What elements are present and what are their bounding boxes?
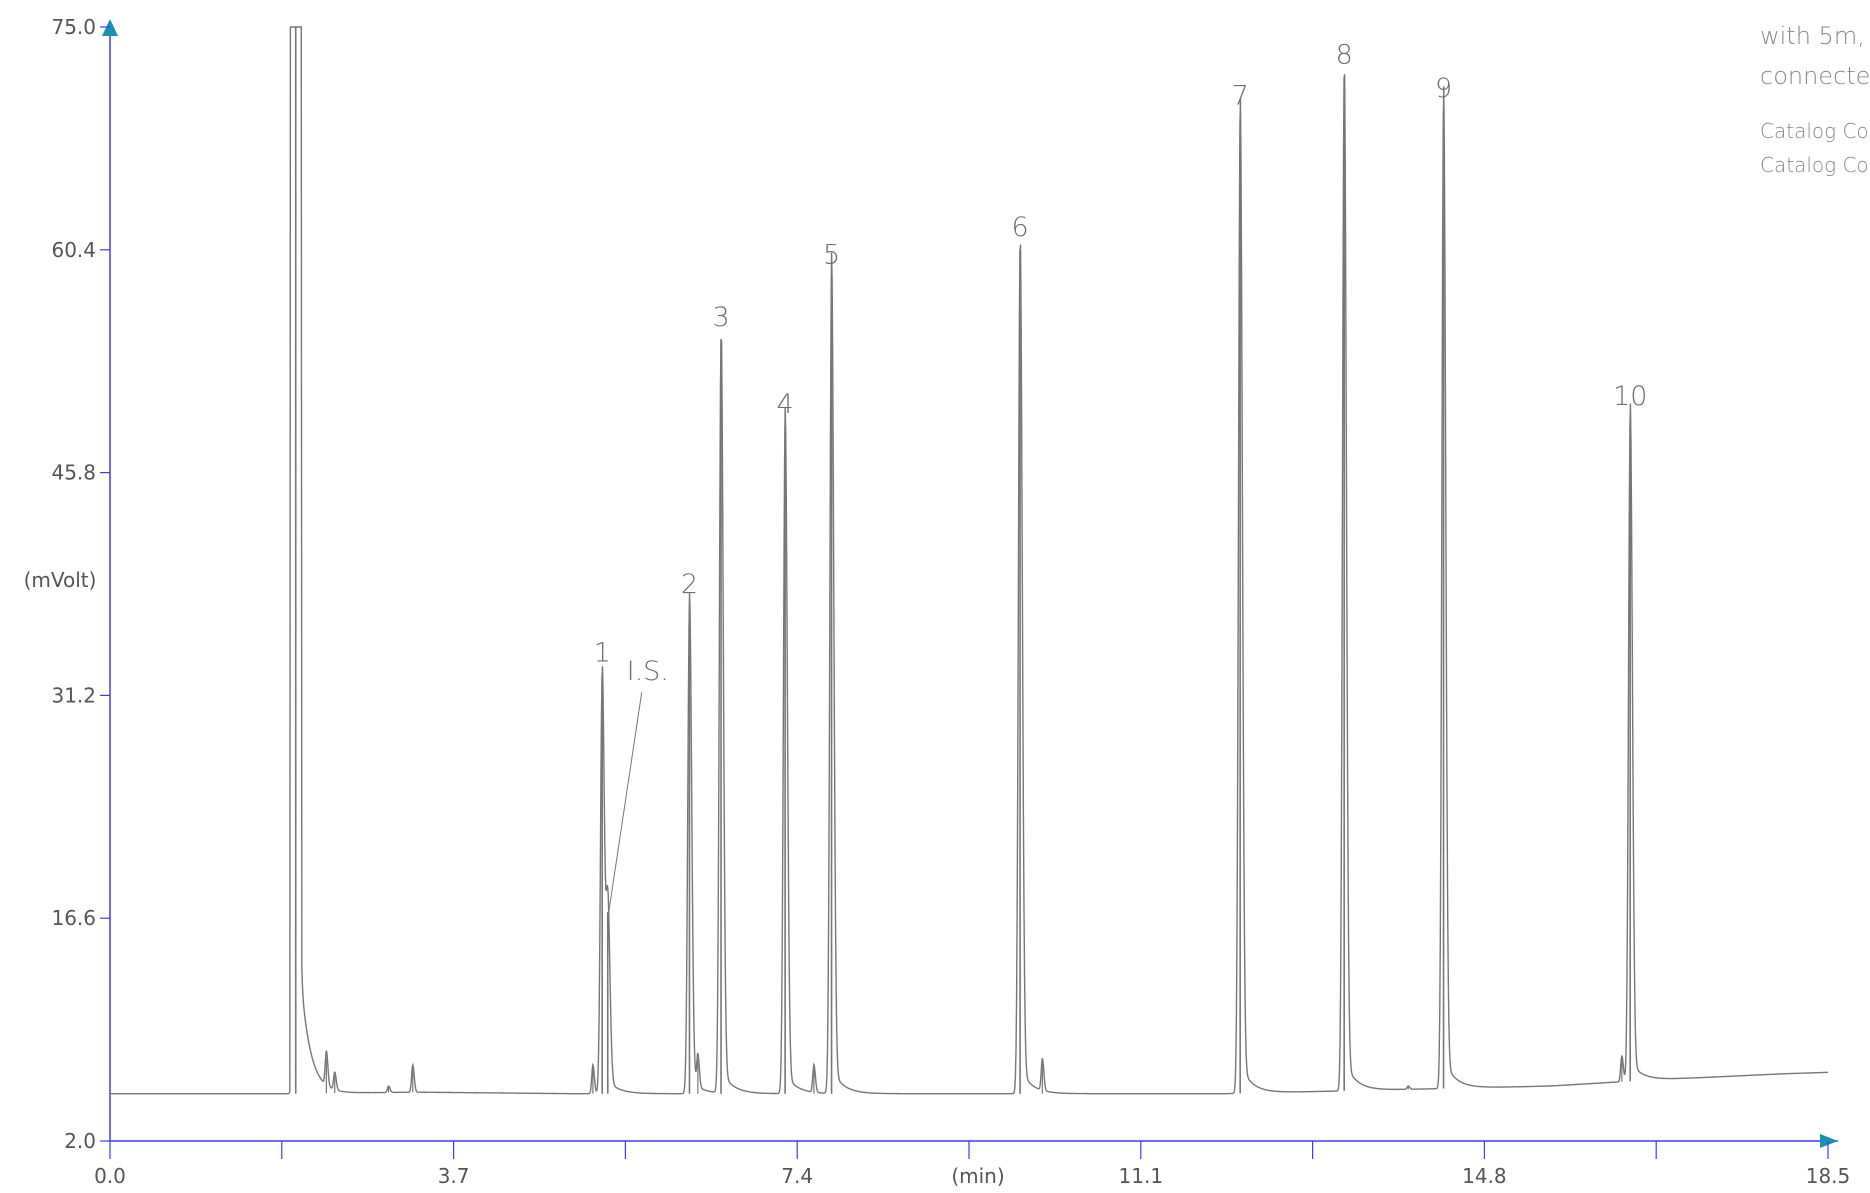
peak-label-I.S.: I.S. — [627, 656, 669, 687]
catalog-line-2: Catalog Co — [1760, 153, 1869, 177]
peak-label-9: 9 — [1435, 73, 1452, 104]
y-axis-title: (mVolt) — [24, 568, 97, 592]
peak-label-10: 10 — [1613, 381, 1647, 412]
y-tick-label: 60.4 — [51, 238, 96, 262]
peak-label-5: 5 — [823, 239, 840, 270]
peak-label-4: 4 — [777, 389, 794, 420]
y-tick-label: 2.0 — [64, 1129, 96, 1153]
is-leader-line — [608, 692, 643, 913]
chromatogram-trace-group — [110, 26, 1829, 1095]
side-note-line-2: connecte — [1760, 62, 1870, 90]
y-tick-label: 31.2 — [51, 683, 96, 707]
peak-label-8: 8 — [1336, 39, 1353, 70]
catalog-line-1: Catalog Co — [1760, 119, 1869, 143]
peak-label-6: 6 — [1011, 212, 1028, 243]
x-tick-label: 11.1 — [1119, 1164, 1164, 1188]
side-note-line-1: with 5m, — [1760, 22, 1865, 50]
y-tick-label: 16.6 — [51, 906, 96, 930]
peak-label-7: 7 — [1232, 81, 1249, 112]
x-axis-arrow-icon — [1820, 1134, 1838, 1148]
peak-label-2: 2 — [681, 569, 698, 600]
y-tick-label: 45.8 — [51, 461, 96, 485]
chromatogram-trace — [110, 26, 1829, 1095]
y-tick-label: 75.0 — [51, 15, 96, 39]
x-axis-title: (min) — [951, 1164, 1004, 1188]
x-tick-label: 7.4 — [781, 1164, 813, 1188]
x-tick-label: 18.5 — [1806, 1164, 1851, 1188]
x-tick-label: 3.7 — [438, 1164, 470, 1188]
peak-labels: 1 I.S. 2 3 4 5 6 7 8 9 10 — [594, 39, 1647, 913]
peak-label-1: 1 — [594, 638, 611, 669]
x-tick-label: 14.8 — [1462, 1164, 1507, 1188]
x-tick-label: 0.0 — [94, 1164, 126, 1188]
axes: 2.0 16.6 31.2 45.8 60.4 75.0 0.0 3.7 7.4 11.1 14.8… — [51, 15, 1850, 1188]
peak-label-3: 3 — [712, 302, 729, 333]
